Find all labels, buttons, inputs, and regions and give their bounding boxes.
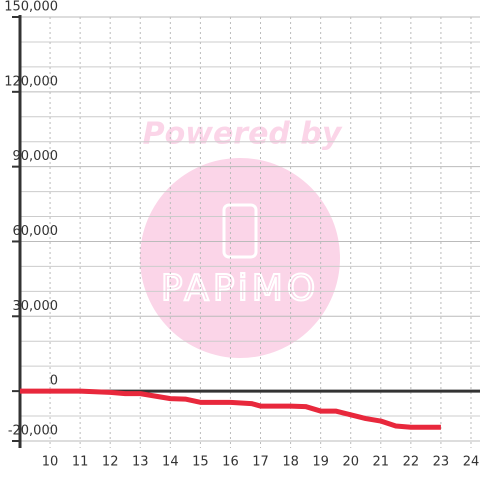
x-tick-label: 11 [72,455,89,470]
y-tick-label: -20,000 [8,424,58,439]
x-tick-label: 10 [42,455,59,470]
data-line [20,388,441,430]
y-tick-label: 150,000 [4,0,58,15]
watermark-top: Powered by [143,117,343,152]
x-tick-label: 14 [162,455,179,470]
y-tick-label: 0 [50,374,58,389]
grid [20,16,480,448]
x-tick-label: 13 [132,455,149,470]
watermark-icon [222,203,258,259]
x-tick-label: 21 [373,455,390,470]
x-tick-label: 17 [252,455,269,470]
x-tick-label: 20 [342,455,359,470]
x-tick-label: 12 [102,455,119,470]
y-tick-label: 90,000 [13,149,59,164]
watermark-bottom: PAPiMO [161,268,319,309]
x-tick-label: 19 [312,455,329,470]
x-tick-label: 18 [282,455,299,470]
y-tick-label: 120,000 [4,74,58,89]
y-tick-label: 30,000 [13,299,59,314]
x-tick-label: 24 [463,455,480,470]
x-tick-label: 15 [192,455,209,470]
x-tick-label: 23 [433,455,450,470]
x-tick-label: 22 [403,455,420,470]
y-tick-label: 60,000 [13,224,59,239]
x-tick-label: 16 [222,455,239,470]
